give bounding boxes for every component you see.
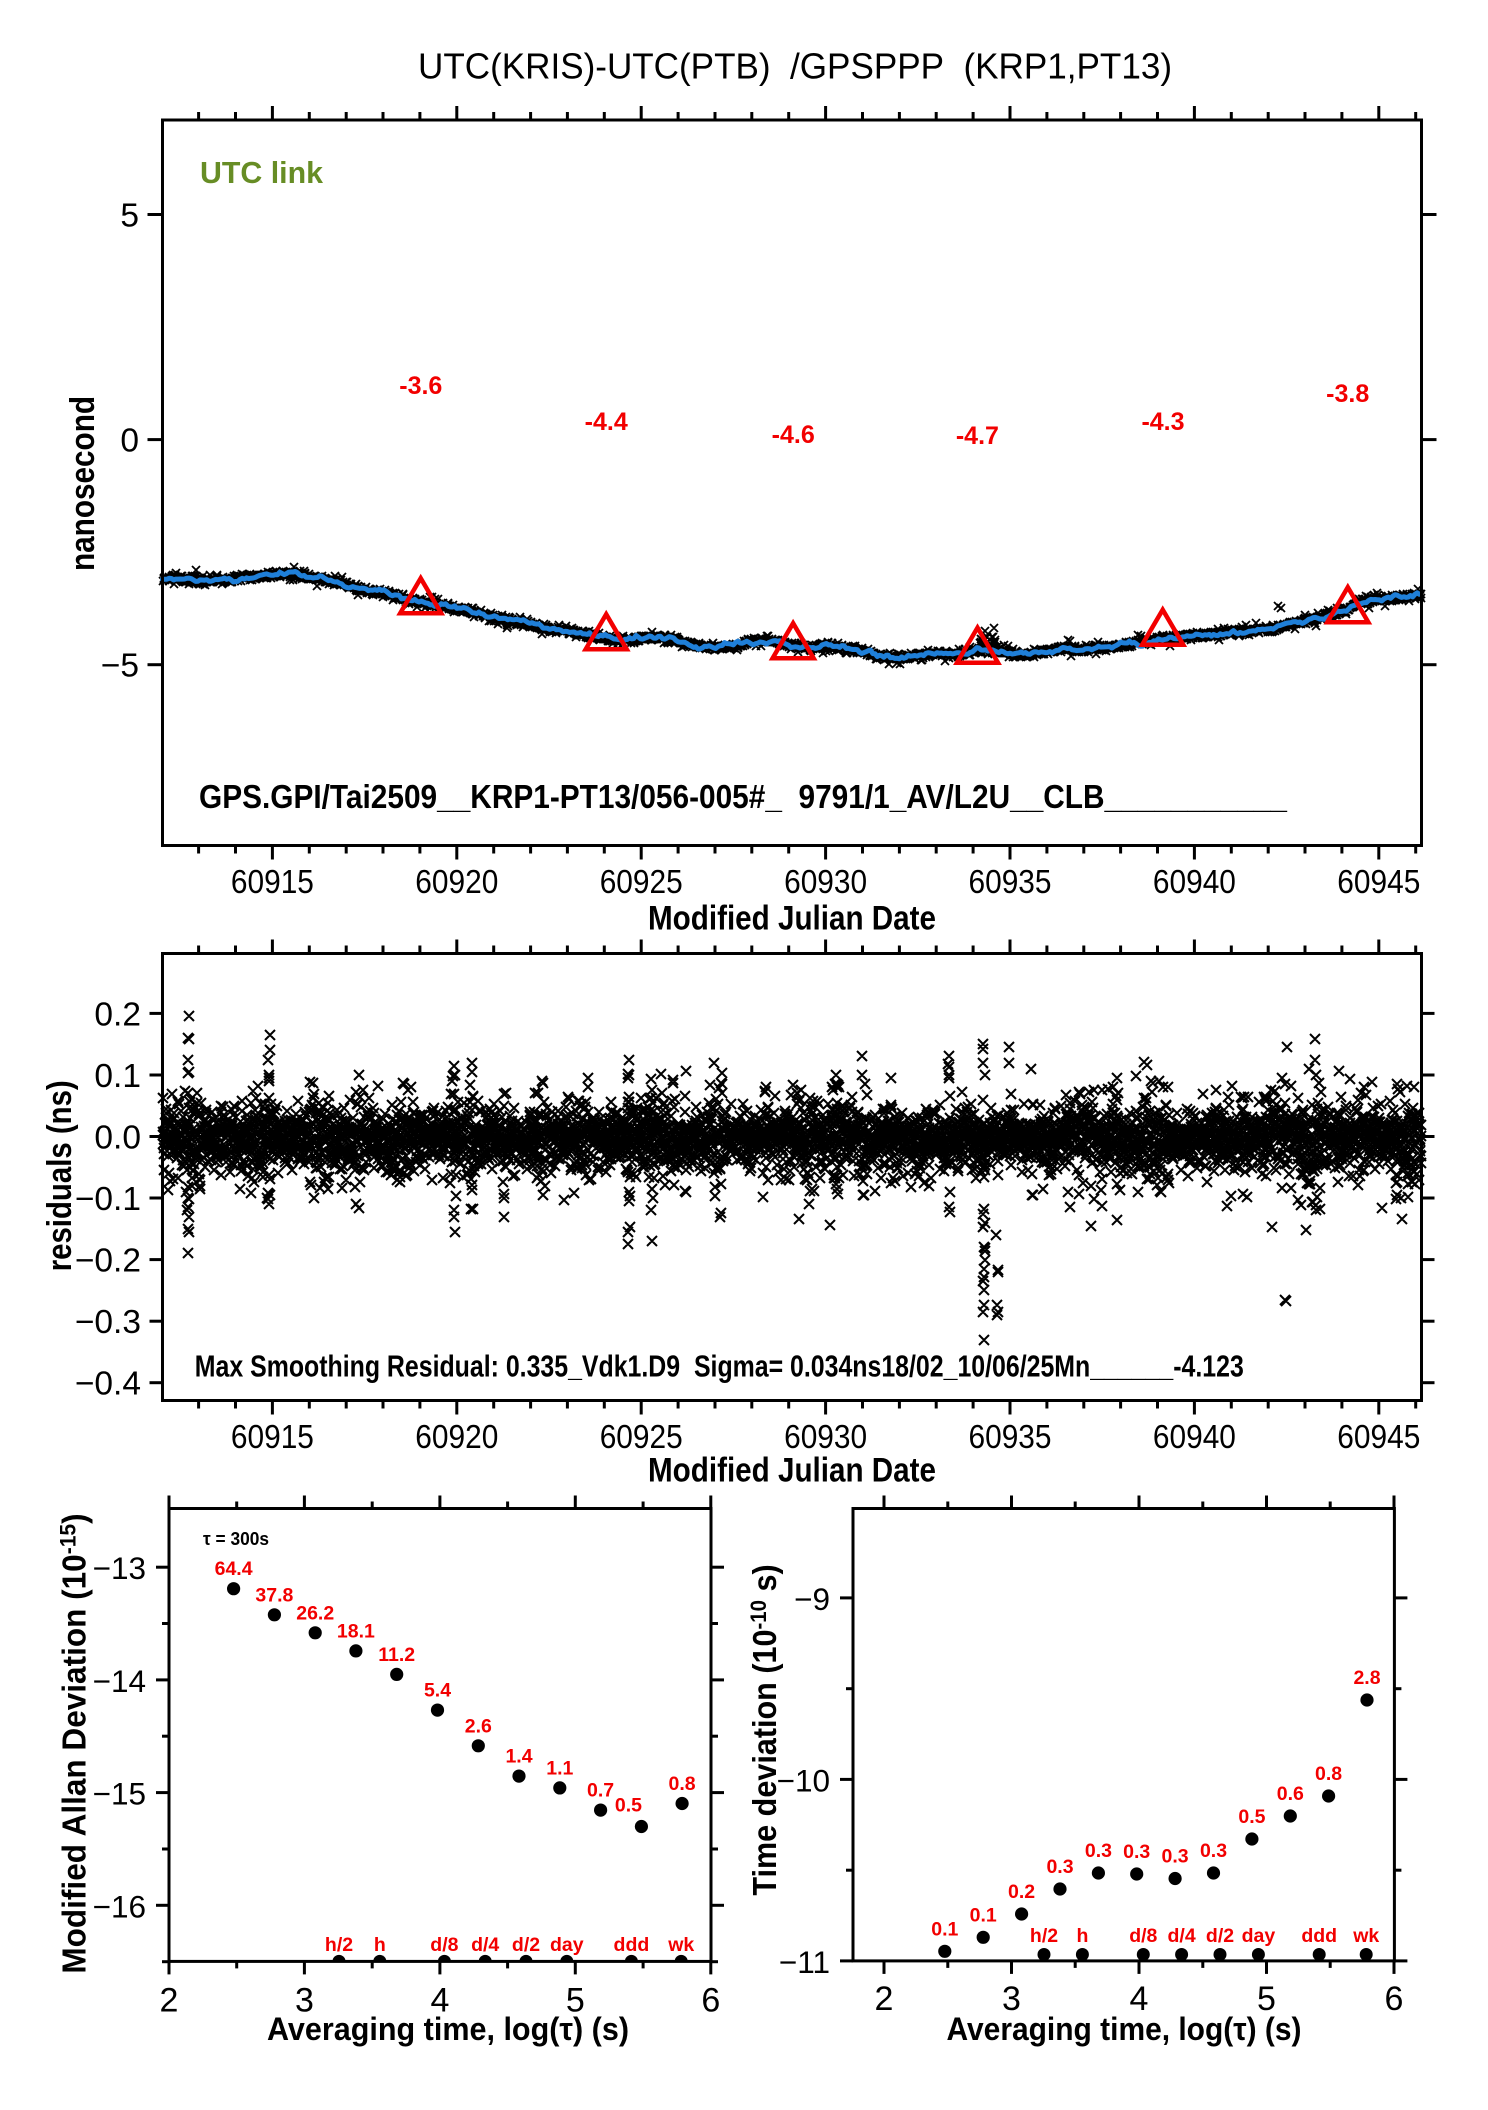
svg-text:3: 3 [1002,1980,1021,2018]
svg-text:37.8: 37.8 [255,1584,293,1606]
svg-text:residuals (ns): residuals (ns) [41,1080,79,1271]
svg-text:60925: 60925 [600,1419,683,1456]
svg-text:−0.4: −0.4 [75,1366,141,1403]
svg-text:0.8: 0.8 [669,1773,696,1795]
svg-text:-4.3: -4.3 [1141,408,1184,436]
svg-text:64.4: 64.4 [215,1558,253,1580]
svg-text:0.3: 0.3 [1162,1846,1189,1868]
svg-text:60930: 60930 [784,864,867,901]
svg-text:-4.6: -4.6 [772,421,815,449]
svg-text:−15: −15 [93,1776,146,1812]
svg-text:0.3: 0.3 [1046,1856,1073,1878]
svg-text:-4.7: -4.7 [956,422,999,450]
svg-text:0.0: 0.0 [94,1120,141,1157]
svg-text:d/4: d/4 [1168,1925,1196,1947]
svg-text:ddd: ddd [1301,1925,1337,1947]
svg-text:0.3: 0.3 [1200,1840,1227,1862]
svg-text:0.8: 0.8 [1315,1763,1342,1785]
svg-text:Modified Julian Date: Modified Julian Date [648,1452,936,1490]
svg-text:0.1: 0.1 [931,1918,958,1940]
svg-text:h/2: h/2 [325,1934,353,1956]
svg-text:Modified Allan Deviation (10-1: Modified Allan Deviation (10-15) [56,1513,93,1973]
svg-text:0.6: 0.6 [1277,1783,1304,1805]
svg-text:60930: 60930 [784,1419,867,1456]
svg-text:Modified Julian Date: Modified Julian Date [648,900,936,938]
svg-text:0.5: 0.5 [1238,1806,1265,1828]
svg-text:60945: 60945 [1337,1419,1420,1456]
svg-text:wk: wk [1352,1925,1379,1947]
svg-text:0.1: 0.1 [94,1058,141,1095]
svg-text:d/2: d/2 [1206,1925,1234,1947]
svg-text:GPS.GPI/Tai2509__KRP1-PT13/056: GPS.GPI/Tai2509__KRP1-PT13/056-005#_ 979… [199,778,1288,815]
svg-text:60945: 60945 [1337,864,1420,901]
svg-text:60940: 60940 [1153,1419,1236,1456]
svg-text:d/8: d/8 [430,1934,458,1956]
svg-text:−5: −5 [101,648,139,685]
svg-text:5: 5 [120,198,139,235]
svg-text:−0.1: −0.1 [75,1181,141,1218]
svg-text:d/2: d/2 [512,1934,540,1956]
svg-text:−0.2: −0.2 [75,1243,141,1280]
svg-text:5.4: 5.4 [424,1680,451,1702]
svg-text:26.2: 26.2 [296,1602,334,1624]
svg-text:3: 3 [295,1982,314,2020]
svg-text:ddd: ddd [614,1934,650,1956]
svg-text:0.3: 0.3 [1123,1841,1150,1863]
svg-text:6: 6 [1385,1980,1404,2018]
svg-text:−11: −11 [779,1944,830,1980]
svg-text:18.1: 18.1 [337,1620,375,1642]
svg-text:0.1: 0.1 [970,1904,997,1926]
svg-text:−16: −16 [93,1888,146,1924]
svg-text:60920: 60920 [415,1419,498,1456]
svg-text:2.8: 2.8 [1353,1667,1380,1689]
svg-text:60915: 60915 [231,864,314,901]
svg-text:Averaging time, log(τ) (s): Averaging time, log(τ) (s) [267,2011,629,2047]
svg-text:4: 4 [1130,1980,1149,2018]
svg-text:-3.6: -3.6 [399,372,442,400]
svg-text:0: 0 [120,423,139,460]
svg-text:1.4: 1.4 [505,1746,532,1768]
svg-text:d/8: d/8 [1129,1925,1157,1947]
svg-text:60925: 60925 [600,864,683,901]
svg-text:60940: 60940 [1153,864,1236,901]
svg-text:2: 2 [875,1980,894,2018]
svg-text:60920: 60920 [415,864,498,901]
svg-text:0.5: 0.5 [615,1795,642,1817]
svg-text:0.3: 0.3 [1085,1840,1112,1862]
svg-text:60915: 60915 [231,1419,314,1456]
svg-text:UTC link: UTC link [200,155,324,190]
svg-text:60935: 60935 [969,1419,1052,1456]
svg-text:UTC(KRIS)-UTC(PTB) /GPSPPP (: UTC(KRIS)-UTC(PTB) /GPSPPP (KRP1,PT13) [418,46,1172,87]
svg-text:−9: −9 [794,1581,830,1617]
svg-text:−13: −13 [93,1550,146,1586]
svg-text:2: 2 [160,1982,179,2020]
svg-text:11.2: 11.2 [378,1644,415,1666]
svg-text:Averaging time, log(τ) (s): Averaging time, log(τ) (s) [947,2011,1302,2047]
svg-text:wk: wk [667,1934,694,1956]
svg-text:Max Smoothing Residual: 0.335_: Max Smoothing Residual: 0.335_Vdk1.D9 Si… [195,1349,1244,1384]
svg-text:0.2: 0.2 [1008,1881,1035,1903]
svg-text:1.1: 1.1 [546,1757,573,1779]
svg-text:-3.8: -3.8 [1326,380,1369,408]
svg-text:day: day [550,1934,584,1956]
svg-text:h/2: h/2 [1030,1925,1058,1947]
svg-text:nanosecond: nanosecond [64,396,102,571]
svg-text:τ = 300s: τ = 300s [203,1529,269,1549]
svg-text:−10: −10 [777,1762,830,1798]
svg-text:0.7: 0.7 [587,1780,614,1802]
svg-text:h: h [1076,1925,1088,1947]
svg-text:5: 5 [1257,1980,1276,2018]
svg-text:4: 4 [430,1982,449,2020]
svg-text:h: h [374,1934,386,1956]
svg-text:2.6: 2.6 [465,1715,492,1737]
svg-text:d/4: d/4 [471,1934,499,1956]
svg-text:-4.4: -4.4 [585,408,628,436]
svg-text:0.2: 0.2 [94,996,141,1033]
svg-text:−0.3: −0.3 [75,1304,141,1341]
svg-text:−14: −14 [93,1663,146,1699]
svg-text:5: 5 [566,1982,585,2020]
svg-text:60935: 60935 [969,864,1052,901]
svg-text:6: 6 [701,1982,720,2020]
svg-text:day: day [1242,1925,1276,1947]
